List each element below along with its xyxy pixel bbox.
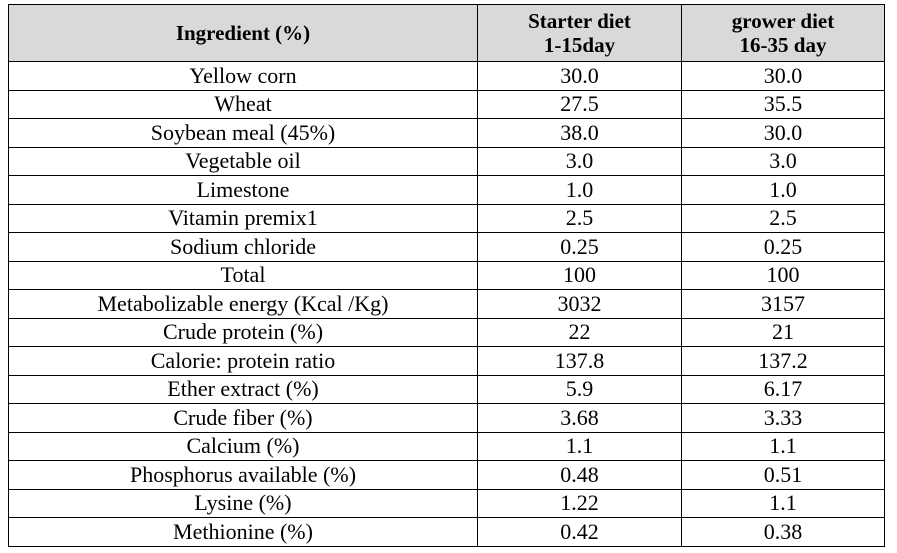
header-starter-diet: Starter diet 1-15day: [477, 4, 682, 62]
ingredient-cell: Vegetable oil: [8, 146, 478, 176]
table-row: Calorie: protein ratio 137.8 137.2: [8, 346, 885, 376]
header-ingredient-label: Ingredient (%): [175, 21, 311, 45]
ingredient-cell: Methionine (%): [8, 517, 478, 547]
grower-cell: 0.51: [681, 460, 885, 490]
grower-cell: 100: [681, 260, 885, 290]
table-row: Sodium chloride 0.25 0.25: [8, 232, 885, 262]
header-grower-diet: grower diet 16-35 day: [681, 4, 885, 62]
ingredient-cell: Wheat: [8, 89, 478, 119]
grower-cell: 1.1: [681, 431, 885, 461]
starter-cell: 3.68: [477, 403, 682, 433]
table-row: Crude fiber (%) 3.68 3.33: [8, 403, 885, 433]
ingredient-cell: Crude protein (%): [8, 317, 478, 347]
table-row: Total 100 100: [8, 260, 885, 290]
ingredient-cell: Vitamin premix1: [8, 203, 478, 233]
starter-cell: 0.42: [477, 517, 682, 547]
header-grower-line2: 16-35 day: [739, 33, 827, 57]
ingredient-cell: Lysine (%): [8, 488, 478, 518]
starter-cell: 100: [477, 260, 682, 290]
starter-cell: 0.48: [477, 460, 682, 490]
table-row: Crude protein (%) 22 21: [8, 317, 885, 347]
diet-composition-table-container: Ingredient (%) Starter diet 1-15day grow…: [8, 4, 885, 547]
starter-cell: 27.5: [477, 89, 682, 119]
table-row: Methionine (%) 0.42 0.38: [8, 517, 885, 547]
grower-cell: 3.33: [681, 403, 885, 433]
table-row: Limestone 1.0 1.0: [8, 175, 885, 205]
ingredient-cell: Sodium chloride: [8, 232, 478, 262]
starter-cell: 38.0: [477, 118, 682, 148]
table-header: Ingredient (%) Starter diet 1-15day grow…: [8, 4, 885, 62]
grower-cell: 30.0: [681, 61, 885, 91]
grower-cell: 1.1: [681, 488, 885, 518]
grower-cell: 2.5: [681, 203, 885, 233]
starter-cell: 1.0: [477, 175, 682, 205]
table-row: Lysine (%) 1.22 1.1: [8, 488, 885, 518]
grower-cell: 21: [681, 317, 885, 347]
ingredient-cell: Crude fiber (%): [8, 403, 478, 433]
ingredient-cell: Calorie: protein ratio: [8, 346, 478, 376]
table-row: Metabolizable energy (Kcal /Kg) 3032 315…: [8, 289, 885, 319]
grower-cell: 1.0: [681, 175, 885, 205]
table-row: Wheat 27.5 35.5: [8, 89, 885, 119]
grower-cell: 6.17: [681, 374, 885, 404]
table-body: Yellow corn 30.0 30.0 Wheat 27.5 35.5 So…: [8, 61, 885, 547]
starter-cell: 0.25: [477, 232, 682, 262]
grower-cell: 3.0: [681, 146, 885, 176]
table-row: Soybean meal (45%) 38.0 30.0: [8, 118, 885, 148]
ingredient-cell: Limestone: [8, 175, 478, 205]
diet-composition-table: Ingredient (%) Starter diet 1-15day grow…: [8, 4, 885, 547]
table-row: Calcium (%) 1.1 1.1: [8, 431, 885, 461]
starter-cell: 22: [477, 317, 682, 347]
ingredient-cell: Metabolizable energy (Kcal /Kg): [8, 289, 478, 319]
ingredient-cell: Calcium (%): [8, 431, 478, 461]
table-row: Vitamin premix1 2.5 2.5: [8, 203, 885, 233]
starter-cell: 30.0: [477, 61, 682, 91]
table-row: Yellow corn 30.0 30.0: [8, 61, 885, 91]
table-row: Ether extract (%) 5.9 6.17: [8, 374, 885, 404]
ingredient-cell: Soybean meal (45%): [8, 118, 478, 148]
grower-cell: 137.2: [681, 346, 885, 376]
grower-cell: 30.0: [681, 118, 885, 148]
starter-cell: 1.1: [477, 431, 682, 461]
starter-cell: 5.9: [477, 374, 682, 404]
starter-cell: 1.22: [477, 488, 682, 518]
header-starter-line2: 1-15day: [543, 33, 616, 57]
ingredient-cell: Yellow corn: [8, 61, 478, 91]
starter-cell: 137.8: [477, 346, 682, 376]
starter-cell: 3.0: [477, 146, 682, 176]
starter-cell: 2.5: [477, 203, 682, 233]
ingredient-cell: Phosphorus available (%): [8, 460, 478, 490]
starter-cell: 3032: [477, 289, 682, 319]
header-ingredient: Ingredient (%): [8, 4, 478, 62]
grower-cell: 0.38: [681, 517, 885, 547]
header-grower-line1: grower diet: [731, 9, 835, 33]
grower-cell: 3157: [681, 289, 885, 319]
ingredient-cell: Total: [8, 260, 478, 290]
grower-cell: 0.25: [681, 232, 885, 262]
header-starter-line1: Starter diet: [528, 9, 631, 33]
header-row: Ingredient (%) Starter diet 1-15day grow…: [8, 4, 885, 62]
table-row: Phosphorus available (%) 0.48 0.51: [8, 460, 885, 490]
table-row: Vegetable oil 3.0 3.0: [8, 146, 885, 176]
ingredient-cell: Ether extract (%): [8, 374, 478, 404]
grower-cell: 35.5: [681, 89, 885, 119]
